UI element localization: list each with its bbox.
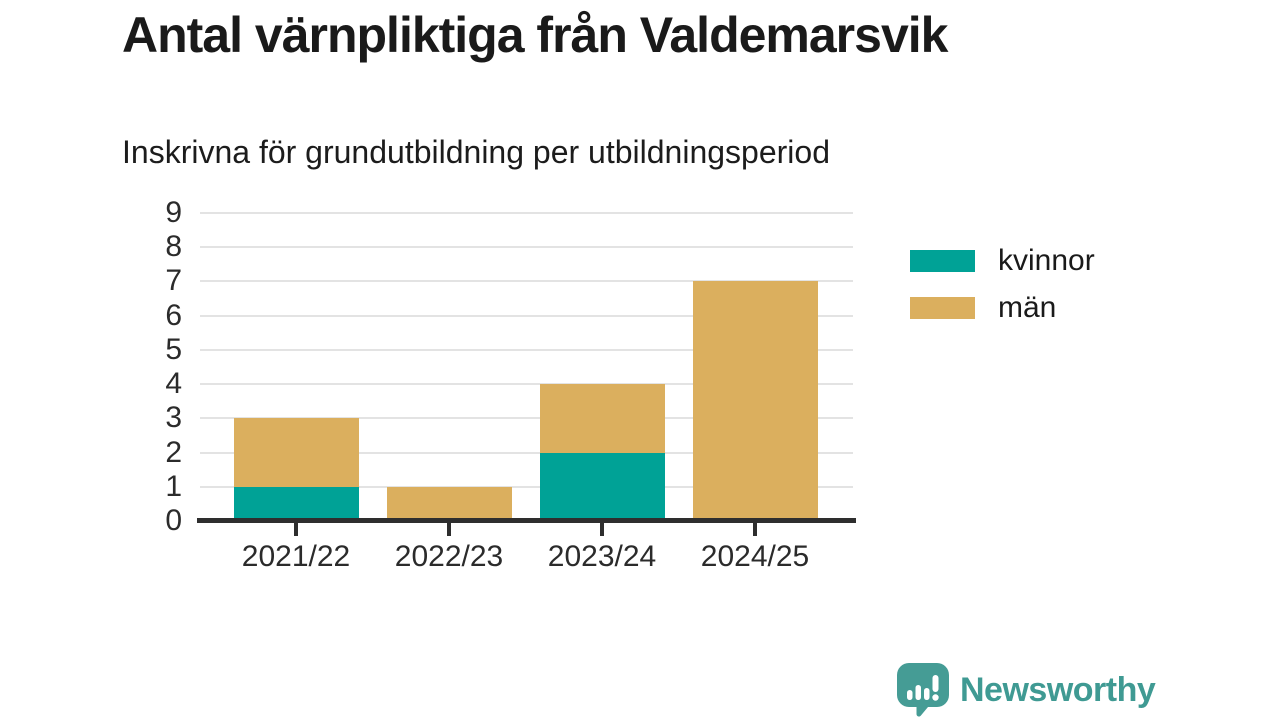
bar-2021-22-män (233, 418, 359, 487)
legend-item-män: män (910, 292, 1095, 324)
brand-footer: Newsworthy (896, 662, 1156, 718)
chart-subtitle: Inskrivna för grundutbildning per utbild… (122, 134, 830, 170)
gridline-y2 (200, 451, 853, 454)
y-tick-label-1: 1 (165, 469, 182, 503)
legend-label-kvinnor: kvinnor (998, 244, 1095, 277)
y-tick-label-4: 4 (165, 367, 182, 401)
brand-name: Newsworthy (960, 670, 1156, 709)
bar-2024-25-män (692, 281, 818, 521)
bar-2022-23-män (386, 486, 512, 521)
y-tick-label-3: 3 (165, 401, 182, 435)
bar-2023-24-kvinnor (539, 452, 665, 521)
legend-label-män: män (998, 291, 1057, 324)
y-tick-label-7: 7 (165, 264, 182, 298)
x-tick-2021-22 (294, 523, 298, 536)
x-tick-label-2023-24: 2023/24 (547, 540, 657, 573)
x-tick-label-2024-25: 2024/25 (700, 540, 810, 573)
gridline-y8 (200, 246, 853, 249)
x-tick-2024-25 (753, 523, 757, 536)
x-axis-line (197, 518, 856, 523)
logo-bar-1 (907, 690, 913, 700)
logo-bar-3 (924, 688, 930, 700)
gridline-y1 (200, 485, 853, 488)
logo-exclamation-dot (932, 694, 939, 701)
newsworthy-logo-icon (897, 663, 949, 717)
logo-bar-2 (915, 685, 921, 700)
y-tick-label-9: 9 (165, 196, 182, 229)
x-tick-2022-23 (447, 523, 451, 536)
logo-exclamation-stem (932, 675, 939, 692)
x-tick-2023-24 (600, 523, 604, 536)
bar-2021-22-kvinnor (233, 486, 359, 521)
gridline-y6 (200, 314, 853, 317)
y-tick-label-5: 5 (165, 332, 182, 366)
speech-bubble-shape (897, 663, 949, 717)
gridline-y3 (200, 417, 853, 420)
bar-2023-24-män (539, 384, 665, 453)
chart-title: Antal värnpliktiga från Valdemarsvik (122, 7, 948, 63)
gridline-y4 (200, 383, 853, 386)
legend-item-kvinnor: kvinnor (910, 245, 1095, 277)
legend-swatch-kvinnor (910, 250, 975, 272)
gridline-y5 (200, 348, 853, 351)
y-tick-label-0: 0 (165, 504, 182, 537)
x-tick-label-2021-22: 2021/22 (241, 540, 351, 573)
legend: kvinnor män (910, 245, 1095, 324)
gridline-y7 (200, 280, 853, 283)
y-tick-label-8: 8 (165, 230, 182, 264)
y-tick-label-2: 2 (165, 435, 182, 469)
legend-swatch-män (910, 297, 975, 319)
x-tick-label-2022-23: 2022/23 (394, 540, 504, 573)
y-tick-label-6: 6 (165, 298, 182, 332)
gridline-y9 (200, 212, 853, 214)
